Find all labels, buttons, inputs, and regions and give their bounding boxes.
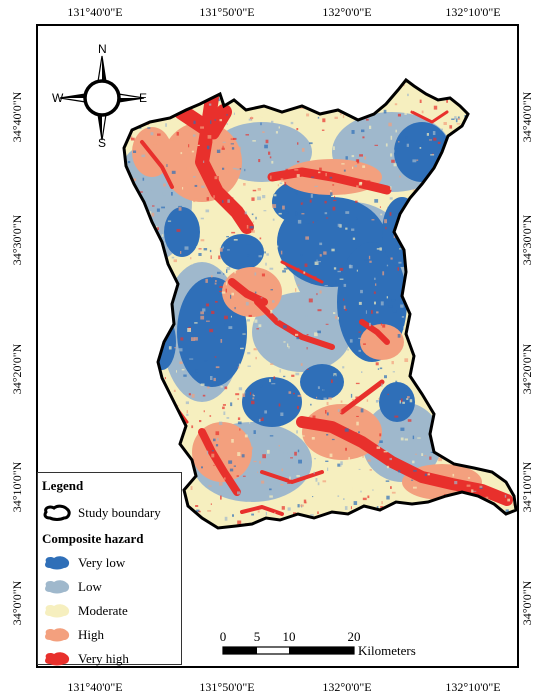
west-label: W	[52, 91, 64, 105]
top-tick-label: 132°0'0"E	[322, 5, 372, 19]
right-tick-label-wrap: 34°20'0"N	[520, 334, 534, 404]
legend-class-label: High	[78, 627, 104, 642]
left-tick-label-wrap: 34°20'0"N	[10, 334, 24, 404]
top-tick-label: 131°40'0"E	[67, 5, 123, 19]
right-tick-label-wrap: 34°40'0"N	[520, 82, 534, 152]
scale-tick-label: 0	[219, 629, 227, 644]
right-tick-label: 34°40'0"N	[520, 91, 534, 143]
scale-tick-label: 20	[347, 629, 361, 644]
legend-swatch-icon	[45, 580, 70, 594]
right-tick-label-wrap: 34°30'0"N	[520, 205, 534, 275]
legend-title: Legend	[42, 478, 84, 493]
legend-boundary-label: Study boundary	[78, 505, 161, 520]
north-label: N	[98, 42, 107, 56]
right-tick-label-wrap: 34°0'0"N	[520, 568, 534, 638]
scale-tick-label: 5	[253, 629, 261, 644]
hazard-raster	[124, 80, 516, 528]
legend-category-title: Composite hazard	[42, 531, 144, 546]
scale-bar-graphic	[222, 646, 355, 655]
bottom-tick-label: 131°50'0"E	[199, 680, 255, 694]
scale-unit-label: Kilometers	[358, 643, 416, 658]
left-tick-label-wrap: 34°10'0"N	[10, 452, 24, 522]
study-boundary	[122, 77, 517, 530]
legend-class-row: Moderate	[42, 601, 128, 621]
legend-class-row: High	[42, 625, 104, 645]
legend: Legend Study boundary Composite hazard V…	[37, 472, 182, 666]
legend-class-label: Very low	[78, 555, 126, 570]
map-frame	[36, 24, 519, 668]
left-tick-label: 34°10'0"N	[10, 461, 24, 513]
right-tick-label: 34°20'0"N	[520, 343, 534, 395]
top-tick-label: 132°10'0"E	[445, 5, 501, 19]
boundary-swatch-icon	[43, 504, 71, 521]
legend-boundary-row: Study boundary	[42, 503, 161, 523]
top-tick-label: 131°50'0"E	[199, 5, 255, 19]
east-label: E	[139, 91, 148, 105]
left-tick-label: 34°30'0"N	[10, 214, 24, 266]
bottom-tick-label: 132°0'0"E	[322, 680, 372, 694]
legend-swatch-icon	[45, 604, 70, 618]
left-tick-label: 34°0'0"N	[10, 580, 24, 626]
legend-swatch-icon	[45, 628, 70, 642]
legend-class-label: Very high	[78, 651, 129, 666]
left-tick-label-wrap: 34°30'0"N	[10, 205, 24, 275]
scale-bar: 0 5 10 20 Kilometers	[215, 625, 445, 665]
compass-rose-icon	[59, 55, 145, 141]
bottom-tick-label: 131°40'0"E	[67, 680, 123, 694]
left-tick-label: 34°20'0"N	[10, 343, 24, 395]
legend-class-label: Low	[78, 579, 102, 594]
hazard-map	[122, 77, 517, 530]
bottom-tick-label: 132°10'0"E	[445, 680, 501, 694]
south-label: S	[98, 136, 107, 150]
left-tick-label: 34°40'0"N	[10, 91, 24, 143]
legend-class-label: Moderate	[78, 603, 128, 618]
left-tick-label-wrap: 34°0'0"N	[10, 568, 24, 638]
left-tick-label-wrap: 34°40'0"N	[10, 82, 24, 152]
right-tick-label: 34°0'0"N	[520, 580, 534, 626]
legend-class-row: Low	[42, 577, 102, 597]
legend-swatch-icon	[45, 556, 70, 570]
legend-class-row: Very low	[42, 553, 125, 573]
scale-tick-label: 10	[282, 629, 296, 644]
right-tick-label: 34°30'0"N	[520, 214, 534, 266]
right-tick-label-wrap: 34°10'0"N	[520, 452, 534, 522]
legend-swatch-icon	[45, 652, 70, 666]
legend-class-row: Very high	[42, 649, 129, 669]
right-tick-label: 34°10'0"N	[520, 461, 534, 513]
north-arrow: N S E W	[52, 42, 152, 150]
